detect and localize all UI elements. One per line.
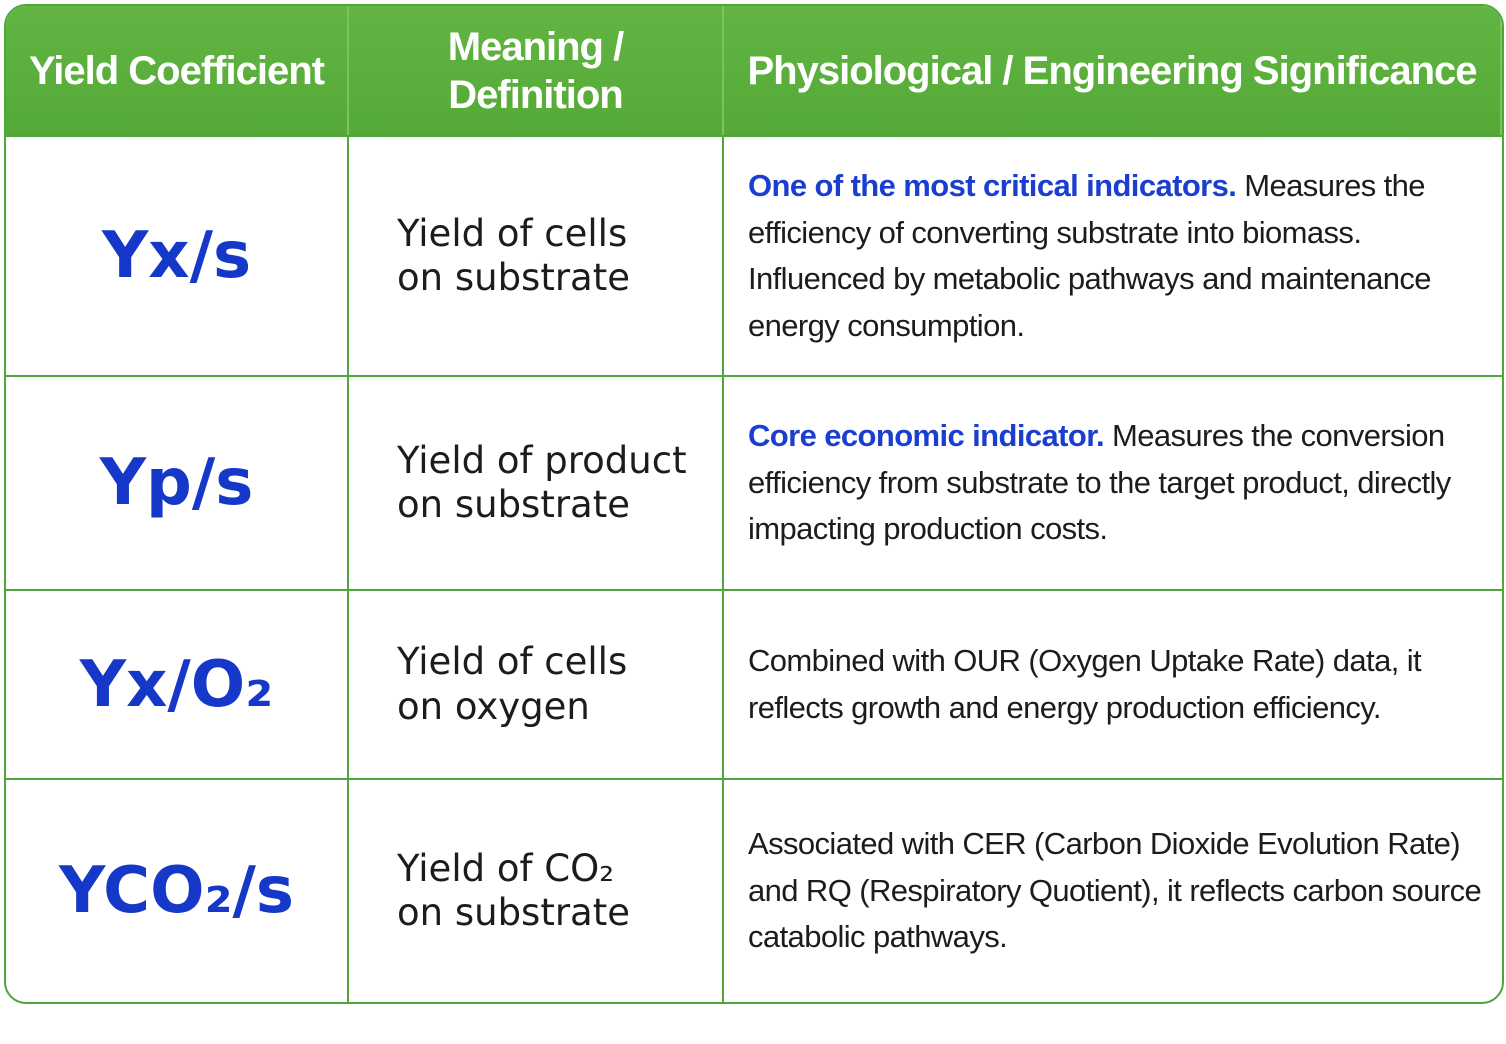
significance-body: Measures the conversion efficiency from … <box>748 418 1451 547</box>
header-cell: Physiological / Engineering Significance <box>724 6 1502 135</box>
coefficient-cell: Yx/s <box>6 135 349 375</box>
coefficient-cell: YCO₂/s <box>6 778 349 1002</box>
significance-body: Combined with OUR (Oxygen Uptake Rate) d… <box>748 643 1422 725</box>
coefficient-cell: Yx/O₂ <box>6 589 349 778</box>
significance-cell: Associated with CER (Carbon Dioxide Evol… <box>724 778 1502 1002</box>
significance-text: Combined with OUR (Oxygen Uptake Rate) d… <box>748 638 1484 731</box>
table: Yield Coefficient Meaning / Definition P… <box>4 4 1504 1004</box>
meaning-line: on substrate <box>397 891 631 934</box>
meaning-line: Yield of product <box>397 438 687 482</box>
meaning-cell: Yield of cells on oxygen <box>349 589 724 778</box>
significance-lead: One of the most critical indicators. <box>748 168 1237 203</box>
meaning-cell: Yield of product on substrate <box>349 375 724 589</box>
meaning-line: on oxygen <box>397 684 590 728</box>
significance-cell: One of the most critical indicators. Mea… <box>724 135 1502 375</box>
significance-lead: Core economic indicator. <box>748 418 1105 454</box>
meaning-cell: Yield of CO₂ on substrate <box>349 778 724 1002</box>
header-cell: Yield Coefficient <box>6 6 349 135</box>
meaning-line: Yield of cells <box>397 211 628 255</box>
significance-text: One of the most critical indicators. Mea… <box>748 163 1484 349</box>
significance-text: Associated with CER (Carbon Dioxide Evol… <box>748 821 1484 961</box>
significance-body: Measures the efficiency of converting su… <box>748 168 1432 343</box>
meaning-line: on substrate <box>397 483 631 526</box>
significance-cell: Combined with OUR (Oxygen Uptake Rate) d… <box>724 589 1502 778</box>
header-cell: Meaning / Definition <box>349 6 724 135</box>
meaning-line: Yield of CO₂ <box>397 846 615 890</box>
significance-cell: Core economic indicator. Measures the co… <box>724 375 1502 589</box>
significance-body: Associated with CER (Carbon Dioxide Evol… <box>748 826 1482 955</box>
coefficient-cell: Yp/s <box>6 375 349 589</box>
meaning-line: on substrate <box>397 256 631 299</box>
meaning-line: Yield of cells <box>397 640 628 684</box>
significance-text: Core economic indicator. Measures the co… <box>748 413 1484 553</box>
meaning-cell: Yield of cells on substrate <box>349 135 724 375</box>
